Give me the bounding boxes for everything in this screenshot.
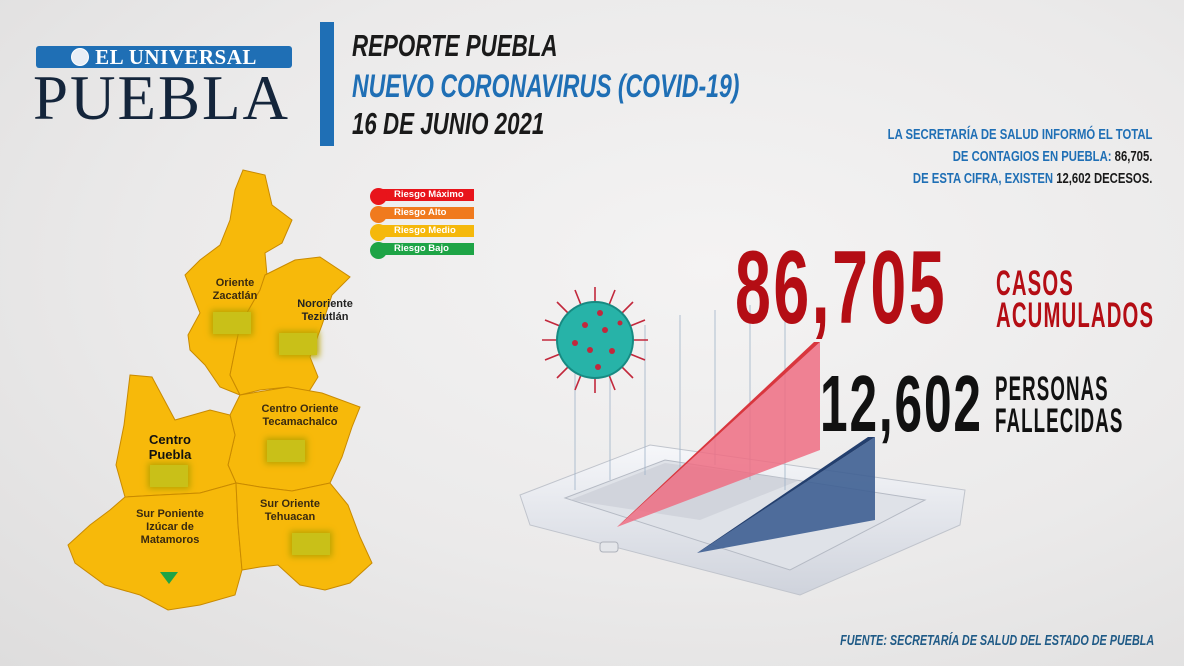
risk-indicator-zacatlan xyxy=(213,312,251,334)
title-divider xyxy=(320,22,334,146)
info-summary: LA SECRETARÍA DE SALUD INFORMÓ EL TOTAL … xyxy=(887,124,1152,190)
report-title: REPORTE PUEBLA xyxy=(352,28,558,63)
info-line-2: DE CONTAGIOS EN PUEBLA: 86,705. xyxy=(952,149,1152,165)
report-date: 16 DE JUNIO 2021 xyxy=(352,106,545,141)
logo-city: PUEBLA xyxy=(33,63,291,133)
yellow-dot-icon xyxy=(370,224,387,241)
logo-banner: EL UNIVERSAL xyxy=(36,46,292,68)
legend-item-alto: Riesgo Alto xyxy=(370,206,474,223)
logo-top-text: EL UNIVERSAL xyxy=(95,45,257,69)
eagle-emblem-icon xyxy=(71,48,90,66)
legend-item-bajo: Riesgo Bajo xyxy=(370,242,474,259)
info-line-1: LA SECRETARÍA DE SALUD INFORMÓ EL TOTAL xyxy=(887,127,1152,143)
home-button-icon xyxy=(599,541,619,553)
region-label-tecamachalco: Centro Oriente Tecamachalco xyxy=(261,403,339,428)
region-label-zacatlan: Oriente Zacatlán xyxy=(212,277,258,302)
red-dot-icon xyxy=(370,188,387,205)
green-dot-icon xyxy=(370,242,387,259)
puebla-region-map: Oriente Zacatlán Nororiente Teziutlán Cent… xyxy=(60,165,380,620)
legend-item-maximo: Riesgo Máximo xyxy=(370,188,474,205)
cases-label: CASOS ACUMULADOS xyxy=(996,264,1155,335)
region-label-puebla: Centro Puebla xyxy=(148,432,192,462)
risk-indicator-puebla xyxy=(150,465,188,487)
region-label-teziutlan: Nororiente Teziutlán xyxy=(297,298,353,323)
tablet-chart-illustration xyxy=(519,305,966,596)
region-label-izucar: Sur Poniente Izúcar de Matamoros xyxy=(136,508,204,546)
legend-item-medio: Riesgo Medio xyxy=(370,224,474,241)
info-line-3: DE ESTA CIFRA, EXISTEN 12,602 DECESOS. xyxy=(912,171,1152,187)
risk-indicator-teziutlan xyxy=(279,333,317,355)
report-subtitle: NUEVO CORONAVIRUS (COVID-19) xyxy=(352,68,740,104)
risk-indicator-tecamachalco xyxy=(267,440,305,462)
deaths-total: 12,602 xyxy=(820,359,983,448)
deaths-label: PERSONAS FALLECIDAS xyxy=(995,370,1124,440)
virus-icon xyxy=(542,287,648,393)
risk-legend: Riesgo Máximo Riesgo Alto Riesgo Medio R… xyxy=(370,188,474,260)
source-credit: FUENTE: SECRETARÍA DE SALUD DEL ESTADO D… xyxy=(839,632,1154,649)
cases-total: 86,705 xyxy=(735,230,948,346)
down-arrow-icon xyxy=(160,572,178,584)
risk-indicator-tehuacan xyxy=(292,533,330,555)
map-shape-icon xyxy=(67,169,373,611)
orange-dot-icon xyxy=(370,206,387,223)
region-label-tehuacan: Sur Oriente Tehuacan xyxy=(260,498,320,523)
